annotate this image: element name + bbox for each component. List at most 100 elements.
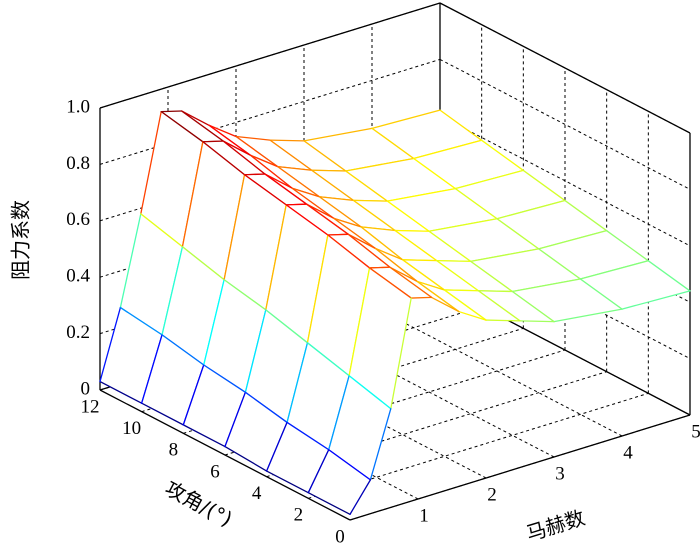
mesh-edge — [202, 140, 224, 143]
mesh-edge — [458, 310, 487, 321]
grid-line — [224, 349, 566, 456]
surface-cell — [270, 140, 346, 172]
mesh-edge — [307, 449, 330, 494]
mesh-edge — [328, 449, 372, 481]
surface-cell — [286, 204, 349, 235]
mesh-edge — [496, 199, 566, 220]
mesh-edge — [243, 173, 266, 176]
mesh-edge — [203, 364, 247, 393]
mesh-edge — [371, 109, 441, 129]
mesh-edge — [285, 203, 308, 206]
surface-cell — [333, 218, 403, 260]
mesh-edge — [306, 234, 329, 344]
mesh-edge — [235, 135, 279, 168]
mesh-edge — [99, 380, 143, 404]
mesh-edge — [368, 267, 412, 299]
surface-cell — [307, 234, 370, 376]
mesh-edge — [402, 259, 445, 291]
mesh-edge — [264, 173, 293, 189]
mesh-edge — [348, 375, 392, 410]
mesh-edge — [428, 218, 498, 232]
surface-cell — [202, 141, 265, 175]
grid-line — [439, 58, 691, 190]
mesh-edge — [161, 246, 184, 336]
axis-line — [99, 389, 351, 521]
mesh-edge — [647, 260, 691, 292]
mesh-edge — [454, 187, 498, 220]
mesh-edge — [347, 233, 377, 250]
mesh-edge — [436, 259, 472, 263]
mesh-edge — [481, 139, 524, 172]
mesh-edge — [303, 140, 347, 172]
mesh-edge — [368, 266, 391, 269]
mesh-edge — [477, 290, 513, 293]
surface-cell — [181, 111, 251, 156]
mesh-edge — [182, 364, 205, 426]
mesh-edge — [394, 229, 430, 232]
surface — [99, 109, 691, 516]
x-tick-label: 6 — [210, 461, 220, 482]
z-tick-label: 0.4 — [66, 266, 90, 287]
mesh-edge — [511, 278, 581, 293]
mesh-edge — [579, 278, 623, 310]
z-tick-label: 0.2 — [66, 322, 90, 343]
mesh-edge — [606, 230, 649, 262]
y-tick-label: 3 — [555, 463, 565, 484]
mesh-edge — [333, 217, 362, 228]
mesh-edge — [360, 226, 396, 232]
grid-line — [99, 58, 441, 165]
mesh-edge — [538, 248, 581, 280]
mesh-edge — [141, 334, 163, 404]
mesh-edge — [249, 154, 279, 168]
mesh-edge — [390, 297, 412, 410]
mesh-edge — [286, 342, 309, 424]
mesh-edge — [223, 174, 246, 281]
mesh-edge — [119, 306, 163, 336]
surface-cell — [417, 281, 486, 321]
surface-cell — [389, 267, 459, 312]
mesh-edge — [352, 199, 396, 232]
mesh-edge — [428, 230, 472, 263]
mesh-edge — [333, 217, 377, 250]
mesh-edge — [303, 127, 373, 142]
surface-cell — [375, 248, 445, 290]
surface-cell — [264, 174, 334, 219]
mesh-edge — [416, 280, 445, 291]
surface-cell — [308, 449, 371, 515]
mesh-edge — [374, 247, 418, 283]
y-tick-label: 4 — [623, 442, 633, 463]
mesh-edge — [369, 408, 392, 481]
x-tick-label: 2 — [294, 505, 304, 526]
grid-line — [141, 306, 482, 413]
z-tick-label: 0 — [81, 378, 91, 399]
surface-cell — [203, 279, 266, 393]
y-tick-label: 2 — [487, 484, 497, 505]
mesh-edge — [328, 375, 350, 451]
grid-line — [371, 305, 623, 437]
mesh-edge — [265, 309, 309, 344]
surface-cell — [478, 290, 554, 322]
mesh-edge — [285, 204, 329, 236]
surface-cell — [182, 141, 245, 280]
x-tick-label: 0 — [335, 526, 345, 547]
surface-cell — [306, 204, 376, 249]
y-axis-title: 马赫数 — [523, 505, 587, 545]
mesh-edge — [389, 266, 418, 283]
mesh-edge — [410, 296, 433, 299]
surface-cell — [162, 246, 225, 365]
mesh-edge — [291, 187, 320, 198]
surface-cell — [287, 342, 350, 450]
mesh-edge — [439, 109, 483, 141]
mesh-edge — [203, 279, 225, 366]
mesh-edge — [349, 479, 372, 516]
mesh-edge — [208, 124, 252, 156]
mesh-edge — [307, 492, 351, 516]
mesh-edge — [352, 199, 388, 202]
mesh-edge — [244, 309, 267, 393]
mesh-edge — [511, 290, 555, 323]
surface-cell — [413, 140, 524, 189]
mesh-edge — [327, 234, 371, 269]
